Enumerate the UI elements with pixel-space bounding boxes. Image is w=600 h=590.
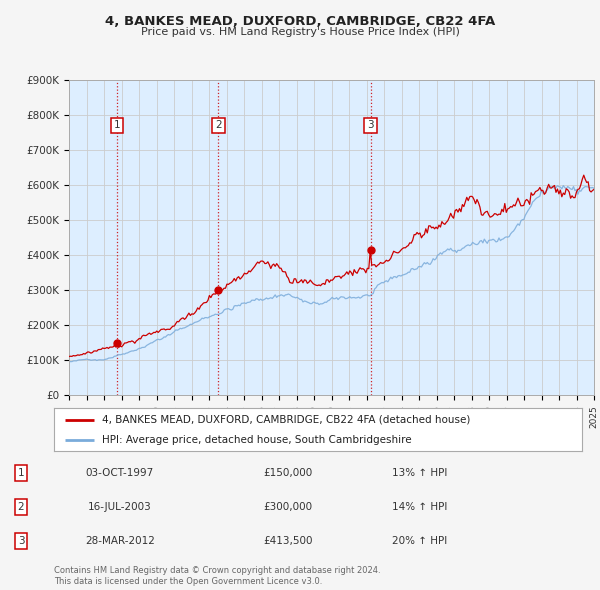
Text: 1: 1: [17, 468, 25, 477]
Text: 4, BANKES MEAD, DUXFORD, CAMBRIDGE, CB22 4FA: 4, BANKES MEAD, DUXFORD, CAMBRIDGE, CB22…: [105, 15, 495, 28]
Text: 16-JUL-2003: 16-JUL-2003: [88, 502, 152, 512]
Text: £300,000: £300,000: [263, 502, 313, 512]
Text: This data is licensed under the Open Government Licence v3.0.: This data is licensed under the Open Gov…: [54, 577, 322, 586]
Text: 28-MAR-2012: 28-MAR-2012: [85, 536, 155, 546]
Text: 14% ↑ HPI: 14% ↑ HPI: [392, 502, 448, 512]
Text: 3: 3: [367, 120, 374, 130]
Text: 2: 2: [215, 120, 222, 130]
Text: 2: 2: [17, 502, 25, 512]
Text: 1: 1: [114, 120, 121, 130]
Text: 4, BANKES MEAD, DUXFORD, CAMBRIDGE, CB22 4FA (detached house): 4, BANKES MEAD, DUXFORD, CAMBRIDGE, CB22…: [101, 415, 470, 425]
Text: £150,000: £150,000: [263, 468, 313, 477]
Text: Price paid vs. HM Land Registry's House Price Index (HPI): Price paid vs. HM Land Registry's House …: [140, 27, 460, 37]
Text: 3: 3: [17, 536, 25, 546]
Text: 20% ↑ HPI: 20% ↑ HPI: [392, 536, 448, 546]
Text: £413,500: £413,500: [263, 536, 313, 546]
Text: 13% ↑ HPI: 13% ↑ HPI: [392, 468, 448, 477]
Text: 03-OCT-1997: 03-OCT-1997: [86, 468, 154, 477]
Text: Contains HM Land Registry data © Crown copyright and database right 2024.: Contains HM Land Registry data © Crown c…: [54, 566, 380, 575]
Text: HPI: Average price, detached house, South Cambridgeshire: HPI: Average price, detached house, Sout…: [101, 435, 411, 445]
